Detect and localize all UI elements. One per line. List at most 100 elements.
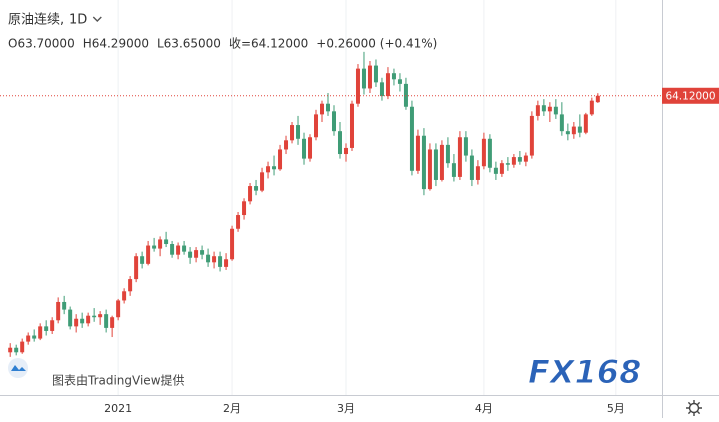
candle-body	[463, 137, 468, 156]
candle-body	[343, 147, 348, 155]
candle-body	[74, 318, 79, 327]
logo-wave	[11, 365, 26, 371]
candle-body	[242, 201, 247, 216]
candle-body	[433, 149, 438, 180]
candle-body	[589, 100, 594, 115]
candle-body	[200, 250, 205, 255]
candle-body	[451, 163, 456, 177]
candle-body	[391, 73, 396, 80]
candle-body	[56, 301, 61, 321]
candle-body	[8, 347, 13, 353]
candle-body	[445, 144, 450, 164]
candle-body	[290, 125, 295, 141]
candle-body	[595, 95, 600, 103]
logo: FX168	[528, 353, 641, 391]
candle-body	[188, 251, 193, 258]
candle-body	[176, 245, 181, 255]
candle-body	[349, 103, 354, 148]
candle-body	[212, 256, 217, 263]
candle-body	[206, 254, 211, 263]
candle-body	[32, 335, 37, 339]
candle-body	[152, 245, 157, 249]
candle-body	[457, 137, 462, 177]
candle-body	[367, 65, 372, 89]
candle-body	[20, 341, 25, 353]
candle-body	[511, 157, 516, 165]
ohlc-legend: O63.70000 H64.29000 L63.65000 收=64.12000 +0.…	[8, 37, 437, 51]
candle-body	[218, 256, 223, 267]
gear-teeth	[686, 400, 702, 416]
candle-body	[493, 167, 498, 174]
candle-body	[86, 315, 91, 324]
candle-body	[278, 149, 283, 170]
candle-body	[385, 73, 390, 97]
candle-body	[182, 245, 187, 252]
candle-body	[320, 103, 325, 115]
candle-body	[487, 138, 492, 168]
candle-body	[475, 166, 480, 180]
candle-body	[236, 215, 241, 229]
ohlc-value: O63.70000	[8, 37, 75, 51]
ohlc-value: H64.29000	[83, 37, 149, 51]
candle-body	[517, 157, 522, 162]
candle-body	[302, 138, 307, 159]
ohlc-value: 收=64.12000	[229, 37, 308, 51]
candle-body	[80, 318, 85, 324]
candle-body	[248, 186, 253, 202]
candle-body	[122, 291, 127, 301]
x-tick-label: 5月	[607, 402, 625, 415]
candle-body	[326, 103, 331, 112]
candle-body	[565, 131, 570, 135]
candle-body	[553, 106, 558, 115]
candle-body	[50, 320, 55, 331]
last-price-box	[662, 87, 719, 104]
candle-body	[44, 326, 49, 331]
candle-body	[296, 125, 301, 139]
candle-body	[140, 256, 145, 264]
x-tick-label: 4月	[475, 402, 493, 415]
candle-body	[541, 105, 546, 112]
candle-body	[26, 335, 31, 342]
candle-body	[266, 166, 271, 173]
gear-ring	[688, 402, 700, 414]
candle-body	[505, 163, 510, 165]
candle-body	[146, 245, 151, 264]
candle-body	[158, 239, 163, 249]
candle-body	[254, 186, 259, 191]
logo-circle	[8, 358, 28, 378]
candle-body	[421, 135, 426, 190]
x-tick-label: 3月	[337, 402, 355, 415]
candle-body	[361, 68, 366, 89]
candle-body	[116, 300, 121, 318]
candle-body	[547, 106, 552, 112]
candle-body	[170, 244, 175, 255]
candle-body	[559, 114, 564, 132]
candle-body	[62, 301, 67, 310]
candle-body	[331, 111, 336, 132]
candle-body	[272, 166, 277, 170]
settings-gear[interactable]	[686, 400, 702, 416]
candle-body	[337, 131, 342, 155]
interval: 1D	[69, 13, 87, 28]
watermark: 图表由TradingView提供	[52, 373, 185, 388]
candle-body	[535, 105, 540, 116]
candle-body	[284, 140, 289, 150]
tv-logo	[8, 358, 28, 378]
x-tick-label: 2021	[104, 402, 132, 415]
candle-body	[110, 317, 115, 328]
grid	[117, 0, 617, 395]
candle-body	[415, 135, 420, 171]
ohlc-value: +0.26000 (+0.41%)	[316, 37, 437, 51]
candle-body	[409, 106, 414, 171]
candle-body	[98, 314, 103, 318]
candle-body	[355, 68, 360, 104]
candle-body	[379, 82, 384, 97]
candle-body	[128, 279, 133, 292]
dropdown-chevron[interactable]	[92, 16, 102, 22]
candle-body	[481, 138, 486, 167]
candle-body	[92, 315, 97, 318]
candle-body	[439, 144, 444, 180]
candle-body	[373, 65, 378, 83]
candle-body	[104, 314, 109, 328]
